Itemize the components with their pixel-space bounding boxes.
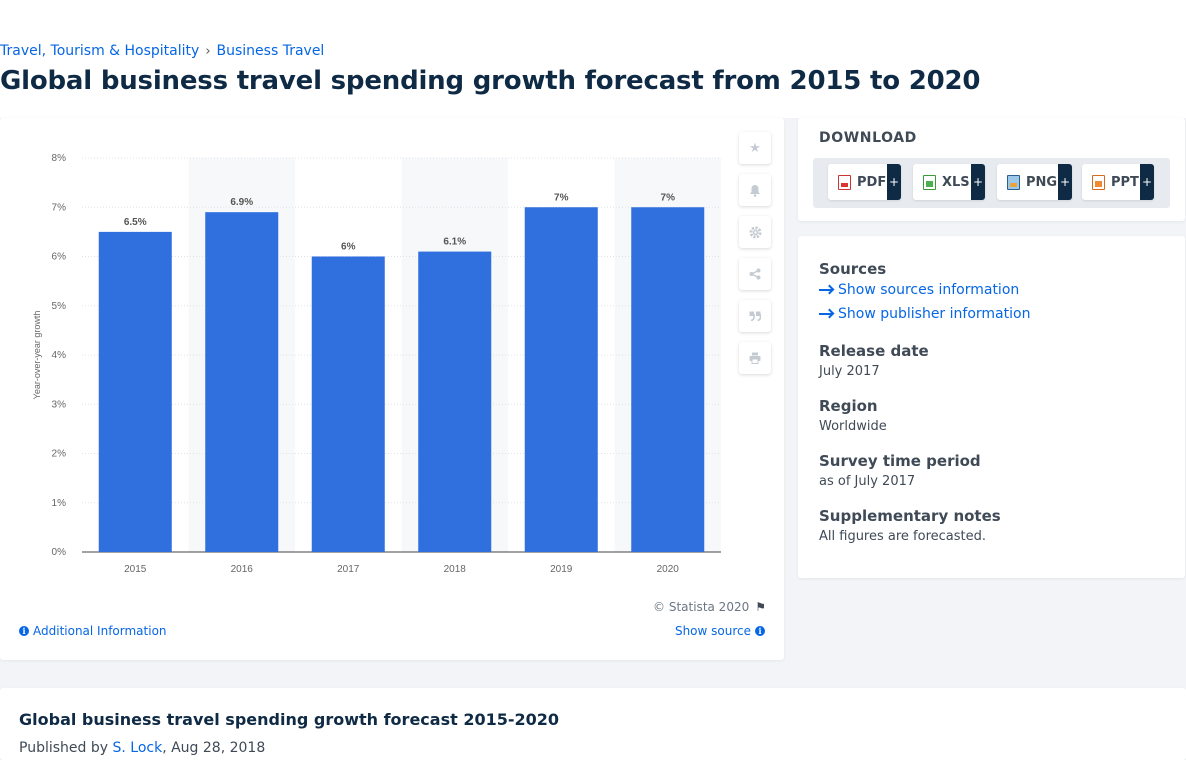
bar-2019[interactable] — [524, 207, 598, 552]
region-label: Region — [819, 397, 878, 415]
bar-2015[interactable] — [98, 231, 172, 552]
pdf-file-icon — [838, 174, 851, 190]
breadcrumb-separator-icon: › — [205, 43, 211, 59]
author-link[interactable]: S. Lock — [112, 740, 163, 756]
survey-period-label: Survey time period — [819, 452, 981, 470]
show-publisher-label: Show publisher information — [838, 306, 1031, 322]
png-file-icon — [1007, 174, 1020, 190]
x-tick-label: 2017 — [337, 564, 360, 575]
published-date: , Aug 28, 2018 — [162, 740, 266, 756]
page-title: Global business travel spending growth f… — [0, 66, 981, 96]
description-title: Global business travel spending growth f… — [19, 710, 560, 729]
top-band — [0, 0, 1186, 118]
y-tick-label: 1% — [52, 498, 67, 509]
chart-card: 0% 1% 2% 3% 4% 5% 6% 7% 8% 6.5% 6.9% 6% 6.1% 7% 7% 20… — [0, 118, 784, 660]
data-label: 6.9% — [230, 197, 253, 208]
download-pdf-label: PDF — [857, 174, 887, 190]
print-icon[interactable] — [739, 342, 771, 374]
survey-period-block: Survey time period as of July 2017 — [819, 452, 981, 489]
xls-file-icon — [923, 174, 936, 190]
region-block: Region Worldwide — [819, 397, 887, 434]
y-axis-label: Year-over-year growth — [32, 311, 42, 400]
bar-2017[interactable] — [311, 256, 385, 553]
show-sources-link[interactable]: Show sources information — [819, 278, 1030, 302]
flag-icon[interactable]: ⚑ — [755, 600, 766, 614]
y-tick-label: 6% — [52, 252, 67, 263]
survey-period-value: as of July 2017 — [819, 474, 916, 489]
show-source-link[interactable]: Show source i — [675, 624, 765, 638]
show-sources-label: Show sources information — [838, 282, 1020, 298]
plus-icon[interactable]: + — [1140, 164, 1154, 200]
x-tick-label: 2016 — [231, 564, 254, 575]
chart-tools: ★ — [739, 132, 771, 384]
quote-icon[interactable] — [739, 300, 771, 332]
download-pdf-button[interactable]: PDF + — [828, 164, 901, 200]
plus-icon[interactable]: + — [1058, 164, 1072, 200]
data-label: 6.5% — [124, 217, 147, 228]
bar-2020[interactable] — [631, 207, 705, 552]
region-value: Worldwide — [819, 419, 887, 434]
ppt-file-icon — [1092, 174, 1105, 190]
description-card: Global business travel spending growth f… — [0, 688, 1186, 760]
supplementary-notes-block: Supplementary notes All figures are fore… — [819, 507, 1001, 544]
download-png-button[interactable]: PNG + — [997, 164, 1072, 200]
show-publisher-link[interactable]: Show publisher information — [819, 302, 1030, 326]
y-tick-label: 4% — [52, 350, 67, 361]
x-tick-label: 2020 — [657, 564, 680, 575]
bar-2018[interactable] — [418, 251, 492, 552]
release-date-block: Release date July 2017 — [819, 342, 929, 379]
plus-icon[interactable]: + — [971, 164, 985, 200]
additional-information-label: Additional Information — [33, 624, 167, 638]
copyright-text: © Statista 2020 — [653, 600, 750, 614]
data-label: 6.1% — [443, 237, 466, 248]
star-icon[interactable]: ★ — [739, 132, 771, 164]
supplementary-notes-value: All figures are forecasted. — [819, 529, 987, 544]
y-tick-label: 3% — [52, 399, 67, 410]
published-prefix: Published by — [19, 740, 113, 756]
data-label: 7% — [554, 192, 569, 203]
download-buttons: PDF + XLS + PNG + PPT + — [813, 158, 1170, 208]
bell-icon[interactable] — [739, 174, 771, 206]
sources-label: Sources — [819, 260, 887, 278]
info-icon: i — [755, 626, 765, 636]
download-ppt-label: PPT — [1111, 174, 1139, 190]
statistic-info-card: Sources Show sources information Show pu… — [798, 236, 1185, 578]
share-icon[interactable] — [739, 258, 771, 290]
y-tick-label: 8% — [52, 153, 67, 164]
download-heading: DOWNLOAD — [819, 130, 917, 146]
download-xls-button[interactable]: XLS + — [913, 164, 985, 200]
x-tick-label: 2015 — [124, 564, 147, 575]
breadcrumb: Travel, Tourism & Hospitality › Business… — [0, 43, 324, 59]
x-tick-label: 2019 — [550, 564, 573, 575]
download-card: DOWNLOAD PDF + XLS + PNG + PPT + — [798, 118, 1185, 221]
additional-information-link[interactable]: i Additional Information — [19, 624, 167, 638]
download-xls-label: XLS — [942, 174, 970, 190]
supplementary-notes-label: Supplementary notes — [819, 507, 1001, 525]
gear-icon[interactable] — [739, 216, 771, 248]
y-tick-label: 5% — [52, 301, 67, 312]
info-icon: i — [19, 626, 29, 636]
data-label: 7% — [661, 192, 676, 203]
plus-icon[interactable]: + — [887, 164, 901, 200]
bar-chart: 0% 1% 2% 3% 4% 5% 6% 7% 8% 6.5% 6.9% 6% 6.1% 7% 7% 20… — [32, 153, 721, 575]
published-by: Published by S. Lock, Aug 28, 2018 — [19, 740, 265, 756]
download-ppt-button[interactable]: PPT + — [1082, 164, 1154, 200]
release-date-value: July 2017 — [819, 364, 880, 379]
y-tick-label: 2% — [52, 449, 67, 460]
breadcrumb-item-business-travel[interactable]: Business Travel — [216, 43, 325, 59]
bar-2016[interactable] — [205, 212, 279, 553]
download-png-label: PNG — [1026, 174, 1058, 190]
arrow-right-icon — [819, 313, 832, 315]
sources-block: Sources Show sources information Show pu… — [819, 260, 1030, 326]
y-tick-label: 7% — [52, 202, 67, 213]
release-date-label: Release date — [819, 342, 929, 360]
arrow-right-icon — [819, 289, 832, 291]
show-source-label: Show source — [674, 624, 751, 638]
breadcrumb-item-travel[interactable]: Travel, Tourism & Hospitality — [0, 43, 200, 59]
y-tick-label: 0% — [52, 547, 67, 558]
copyright: © Statista 2020 ⚑ — [653, 600, 766, 614]
x-tick-label: 2018 — [444, 564, 467, 575]
data-label: 6% — [341, 242, 356, 253]
